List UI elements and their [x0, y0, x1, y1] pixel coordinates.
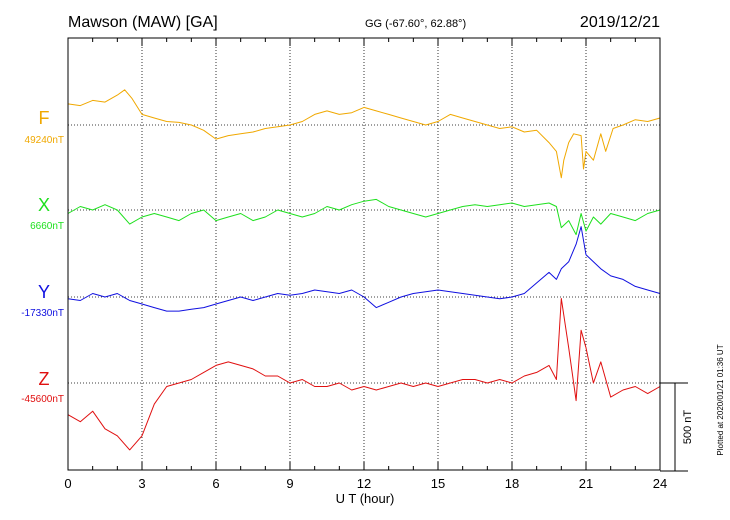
scale-bar-label: 500 nT — [682, 410, 694, 445]
date-label: 2019/12/21 — [580, 14, 660, 31]
x-tick-label: 12 — [357, 476, 371, 491]
baseline-value-f: 49240nT — [25, 135, 64, 146]
x-tick-label: 9 — [286, 476, 293, 491]
plotted-at-note: Plotted at 2020/01/21 01:36 UT — [716, 344, 725, 455]
coordinates: GG (-67.60°, 62.88°) — [365, 18, 466, 30]
baseline-value-z: -45600nT — [21, 394, 64, 405]
baseline-value-y: -17330nT — [21, 308, 64, 319]
series-line-z — [67, 298, 661, 451]
baseline-value-x: 6660nT — [30, 221, 64, 232]
x-tick-label: 21 — [579, 476, 593, 491]
station-title: Mawson (MAW) [GA] — [68, 14, 218, 31]
series-line-f — [67, 89, 661, 179]
x-tick-label: 6 — [212, 476, 219, 491]
series-label-x: X — [38, 195, 50, 215]
x-tick-label: 3 — [138, 476, 145, 491]
x-tick-label: 18 — [505, 476, 519, 491]
x-tick-label: 24 — [653, 476, 667, 491]
series-label-f: F — [39, 108, 50, 128]
x-axis-label: U T (hour) — [336, 491, 395, 506]
series-line-y — [67, 226, 661, 312]
x-tick-label: 0 — [64, 476, 71, 491]
series-label-z: Z — [39, 369, 50, 389]
series-label-y: Y — [38, 282, 50, 302]
x-tick-label: 15 — [431, 476, 445, 491]
series-line-x — [67, 198, 661, 236]
